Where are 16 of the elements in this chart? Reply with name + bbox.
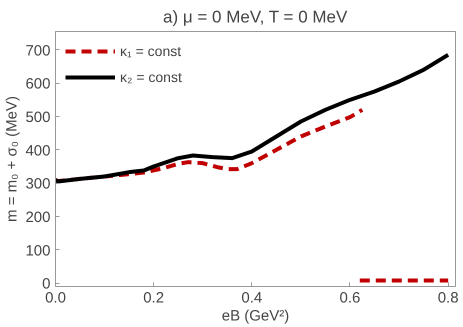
x-tick-label: 0.2 <box>143 290 164 306</box>
x-tick-label: 0.8 <box>438 290 459 306</box>
y-tick-label: 500 <box>25 109 51 126</box>
legend-label: κ₂ = const <box>120 69 182 85</box>
chart-title: a) μ = 0 MeV, T = 0 MeV <box>163 8 348 26</box>
y-tick-label: 200 <box>25 209 51 226</box>
y-tick-label: 700 <box>25 42 51 60</box>
x-axis-title: eB (GeV²) <box>222 308 290 324</box>
y-axis-title: m = m₀ + σ₀ (MeV) <box>3 96 20 222</box>
x-tick-label: 0.4 <box>241 290 262 306</box>
y-tick-label: 600 <box>25 76 51 93</box>
y-tick-label: 300 <box>25 176 51 193</box>
y-tick-label: 400 <box>25 142 51 160</box>
x-tick-label: 0.6 <box>340 290 360 306</box>
legend-label: κ₁ = const <box>120 43 182 59</box>
y-tick-label: 100 <box>25 242 51 260</box>
